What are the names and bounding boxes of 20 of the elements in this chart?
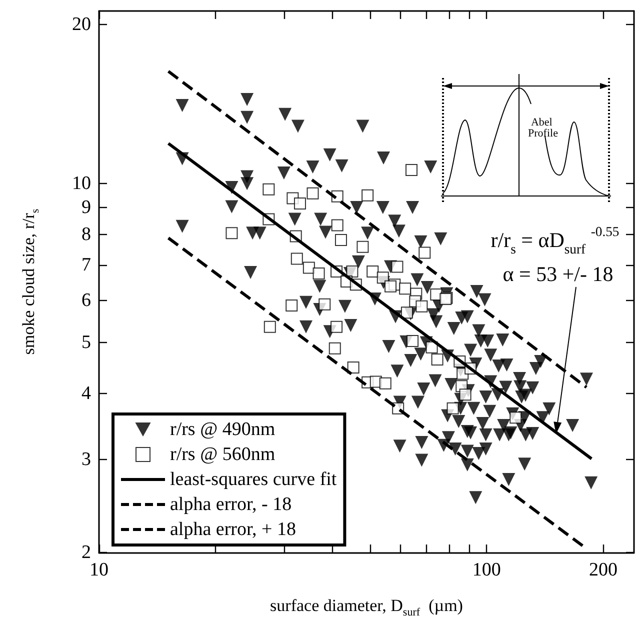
y-tick-label: 7 [82,254,91,276]
annotation: Abel Profile [528,116,558,140]
legend-label: r/rs @ 490nm [170,419,276,440]
legend-label: r/rs @ 560nm [170,444,276,465]
legend-label: alpha error, - 18 [170,494,292,515]
y-axis-title: smoke cloud size, r/rs [18,208,42,355]
y-tick-label: 10 [72,172,91,194]
y-tick-label: 5 [82,332,91,353]
legend-label: alpha error, + 18 [170,519,296,540]
annotation: α = 53 +/- 18 [502,262,614,286]
x-tick-label: 100 [472,560,501,580]
y-tick-label: 20 [72,14,91,35]
y-tick-label: 2 [82,542,91,563]
legend-label: least-squares curve fit [170,469,338,490]
y-tick-label: 6 [82,290,91,312]
y-tick-label: 3 [82,449,91,470]
x-tick-label: 200 [589,560,618,580]
y-tick-label: 8 [82,224,91,246]
y-tick-label: 4 [82,383,92,404]
y-tick-label: 9 [82,197,91,218]
